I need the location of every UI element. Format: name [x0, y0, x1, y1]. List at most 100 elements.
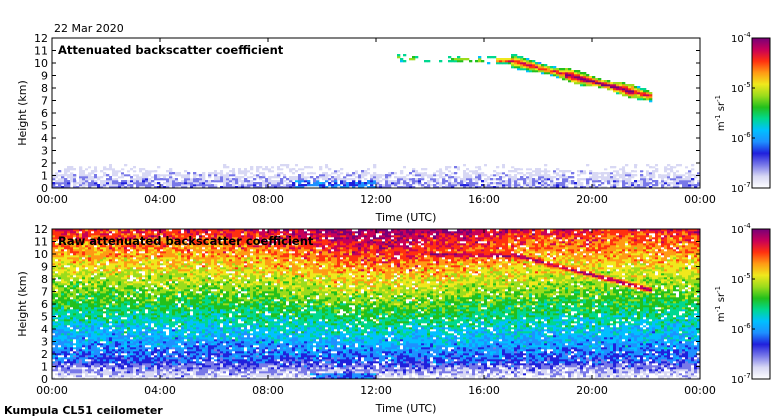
heatmap-cell — [565, 74, 569, 77]
heatmap-cell — [103, 229, 107, 232]
heatmap-cell — [304, 174, 308, 177]
heatmap-cell — [583, 76, 587, 79]
heatmap-cell — [148, 325, 152, 328]
heatmap-cell — [373, 182, 377, 185]
heatmap-cell — [130, 275, 134, 278]
heatmap-cell — [100, 247, 104, 250]
heatmap-cell — [67, 233, 71, 236]
heatmap-cell — [634, 184, 638, 187]
heatmap-cell — [139, 359, 143, 362]
heatmap-cell — [94, 166, 98, 169]
heatmap-cell — [52, 311, 56, 314]
heatmap-cell — [85, 341, 89, 344]
heatmap-cell — [70, 347, 74, 350]
heatmap-cell — [151, 170, 155, 173]
heatmap-cell — [112, 251, 116, 254]
heatmap-cell — [454, 178, 458, 181]
heatmap-cell — [127, 357, 131, 360]
heatmap-cell — [151, 279, 155, 282]
heatmap-cell — [625, 172, 629, 175]
heatmap-cell — [142, 333, 146, 336]
heatmap-cell — [514, 66, 518, 69]
heatmap-cell — [118, 253, 122, 256]
heatmap-cell — [76, 295, 80, 298]
heatmap-cell — [115, 349, 119, 352]
heatmap-cell — [73, 321, 77, 324]
heatmap-cell — [373, 174, 377, 177]
heatmap-cell — [592, 168, 596, 171]
heatmap-cell — [157, 357, 161, 360]
heatmap-cell — [382, 172, 386, 175]
heatmap-cell — [589, 176, 593, 179]
heatmap-cell — [52, 313, 56, 316]
heatmap-cell — [148, 377, 152, 380]
heatmap-cell — [88, 245, 92, 248]
heatmap-cell — [91, 249, 95, 252]
heatmap-cell — [427, 182, 431, 185]
heatmap-cell — [250, 166, 254, 169]
heatmap-cell — [139, 263, 143, 266]
heatmap-cell — [109, 319, 113, 322]
heatmap-cell — [97, 281, 101, 284]
heatmap-cell — [73, 233, 77, 236]
heatmap-cell — [139, 309, 143, 312]
heatmap-cell — [61, 317, 65, 320]
heatmap-cell — [121, 237, 125, 240]
heatmap-cell — [55, 325, 59, 328]
heatmap-cell — [121, 313, 125, 316]
heatmap-cell — [148, 345, 152, 348]
heatmap-cell — [343, 176, 347, 179]
heatmap-cell — [55, 267, 59, 270]
heatmap-cell — [529, 172, 533, 175]
heatmap-cell — [154, 357, 158, 360]
heatmap-cell — [556, 168, 560, 171]
heatmap-cell — [97, 267, 101, 270]
heatmap-cell — [112, 277, 116, 280]
heatmap-cell — [124, 235, 128, 238]
heatmap-cell — [457, 164, 461, 167]
heatmap-cell — [211, 172, 215, 175]
heatmap-cell — [676, 180, 680, 183]
heatmap-cell — [70, 357, 74, 360]
heatmap-cell — [238, 176, 242, 179]
heatmap-cell — [247, 168, 251, 171]
heatmap-cell — [100, 277, 104, 280]
heatmap-cell — [622, 172, 626, 175]
heatmap-cell — [127, 182, 131, 185]
heatmap-cell — [91, 295, 95, 298]
heatmap-cell — [64, 279, 68, 282]
heatmap-cell — [67, 333, 71, 336]
heatmap-cell — [103, 273, 107, 276]
heatmap-cell — [475, 178, 479, 181]
heatmap-cell — [466, 182, 470, 185]
heatmap-cell — [154, 337, 158, 340]
heatmap-cell — [103, 237, 107, 240]
heatmap-cell — [190, 184, 194, 187]
heatmap-cell — [610, 172, 614, 175]
heatmap-cell — [157, 297, 161, 300]
heatmap-cell — [133, 343, 137, 346]
heatmap-cell — [499, 62, 503, 65]
heatmap-cell — [106, 303, 110, 306]
heatmap-cell — [118, 373, 122, 376]
heatmap-cell — [118, 243, 122, 246]
heatmap-cell — [154, 291, 158, 294]
heatmap-cell — [112, 243, 116, 246]
heatmap-cell — [118, 251, 122, 254]
heatmap-cell — [475, 166, 479, 169]
heatmap-cell — [412, 170, 416, 173]
heatmap-cell — [97, 184, 101, 187]
heatmap-cell — [583, 82, 587, 85]
heatmap-cell — [139, 249, 143, 252]
heatmap-cell — [277, 180, 281, 183]
heatmap-cell — [130, 253, 134, 256]
heatmap-cell — [70, 355, 74, 358]
heatmap-cell — [475, 182, 479, 185]
heatmap-cell — [529, 66, 533, 69]
heatmap-cell — [136, 182, 140, 185]
heatmap-cell — [106, 229, 110, 232]
heatmap-cell — [133, 176, 137, 179]
heatmap-cell — [640, 180, 644, 183]
heatmap-cell — [484, 184, 488, 187]
heatmap-cell — [61, 321, 65, 324]
